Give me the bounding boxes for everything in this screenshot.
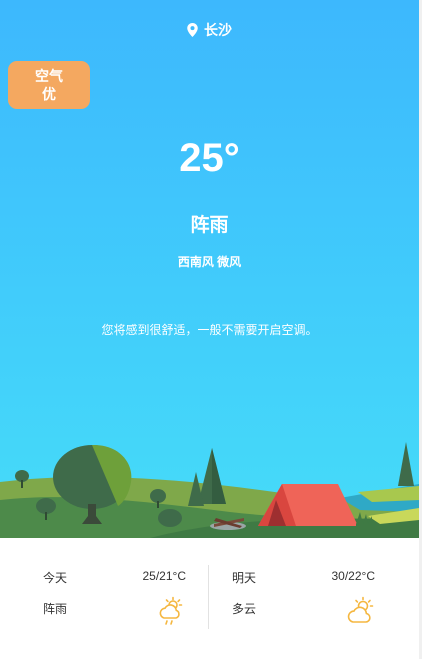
forecast-tomorrow[interactable]: 明天 30/22°C 多云 — [209, 538, 419, 659]
location-pin-icon — [187, 23, 198, 37]
air-quality-level: 优 — [42, 86, 56, 102]
forecast-day-label: 明天 — [232, 571, 257, 585]
forecast-panel: 今天 25/21°C 阵雨 明天 30/22°C 多云 — [0, 538, 419, 659]
city-name: 长沙 — [204, 22, 232, 38]
forecast-divider — [208, 565, 209, 629]
forecast-condition: 多云 — [232, 602, 257, 616]
comfort-advice: 您将感到很舒适，一般不需要开启空调。 — [101, 323, 318, 337]
forecast-condition: 阵雨 — [43, 602, 68, 616]
air-quality-label: 空气 — [35, 68, 63, 84]
current-condition: 阵雨 — [190, 215, 229, 236]
shower-rain-icon — [156, 596, 186, 626]
air-quality-badge[interactable]: 空气 优 — [8, 61, 90, 109]
forecast-temp-range: 30/22°C — [331, 569, 376, 583]
campsite-landscape-illustration — [0, 442, 419, 538]
forecast-day-label: 今天 — [43, 571, 68, 585]
current-temperature: 25° — [179, 136, 240, 180]
partly-cloudy-icon — [345, 596, 375, 626]
location-selector[interactable]: 长沙 — [0, 20, 419, 40]
weather-hero: 长沙 空气 优 25° 阵雨 西南风 微风 您将感到很舒适，一般不需要开启空调。 — [0, 0, 419, 538]
forecast-today[interactable]: 今天 25/21°C 阵雨 — [0, 538, 208, 659]
forecast-temp-range: 25/21°C — [142, 569, 187, 583]
wind-info: 西南风 微风 — [177, 255, 242, 269]
